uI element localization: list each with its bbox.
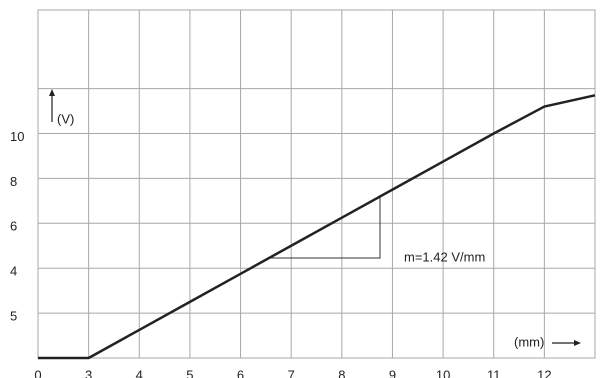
x-tick-label: 9	[389, 367, 396, 378]
y-tick-label: 6	[10, 219, 17, 234]
y-tick-label: 10	[10, 129, 24, 144]
x-tick-label: 12	[537, 367, 551, 378]
slope-annotation: m=1.42 V/mm	[404, 249, 485, 264]
data-line	[38, 94, 596, 360]
slope-triangle	[270, 195, 381, 259]
x-tick-label: 4	[136, 367, 143, 378]
x-tick-label: 6	[237, 367, 244, 378]
y-tick-label: 4	[10, 264, 17, 279]
y-arrow-head	[49, 89, 55, 96]
x-tick-label: 8	[338, 367, 345, 378]
grid	[38, 10, 595, 358]
x-tick-label: 0	[34, 367, 41, 378]
x-axis-label: (mm)	[514, 334, 544, 349]
x-tick-label: 3	[85, 367, 92, 378]
x-tick-label: 10	[436, 367, 450, 378]
x-tick-label: 11	[487, 367, 501, 378]
x-arrow-head	[574, 340, 581, 346]
plot-frame	[37, 9, 596, 359]
y-tick-label: 5	[10, 309, 17, 324]
x-tick-label: 7	[288, 367, 295, 378]
y-tick-label: 8	[10, 174, 17, 189]
x-tick-label: 5	[186, 367, 193, 378]
y-axis-label: (V)	[57, 111, 74, 126]
